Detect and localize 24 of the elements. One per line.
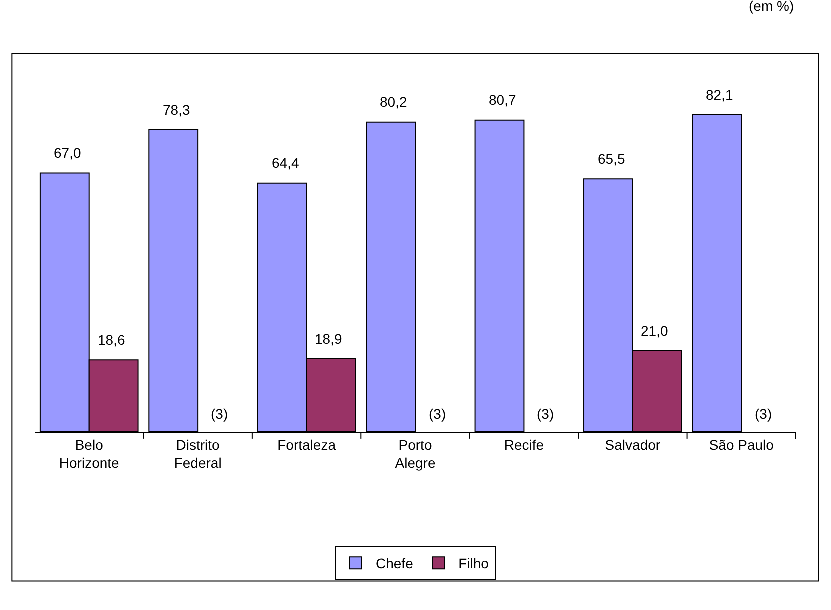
text: (3) — [211, 406, 228, 422]
legend-label: Filho — [458, 556, 490, 572]
x-tick-label: Belo Horizonte — [59, 436, 120, 471]
data-label: 64,4 — [272, 155, 300, 171]
data-label: 65,5 — [598, 151, 626, 167]
data-label: 21,0 — [641, 323, 668, 339]
text: (3) — [755, 406, 772, 422]
x-tick-label: Recife — [504, 436, 544, 453]
data-label: 18,9 — [315, 331, 342, 347]
data-label: 80,2 — [380, 94, 408, 110]
data-label: 67,0 — [54, 145, 82, 161]
data-label: 80,7 — [489, 92, 516, 108]
legend-label: Chefe — [376, 556, 414, 572]
x-tick-label: Salvador — [605, 436, 661, 453]
x-tick-label: Porto Alegre — [395, 436, 436, 471]
text: (em %) — [749, 0, 794, 14]
text: (3) — [537, 406, 554, 422]
x-tick-label: São Paulo — [709, 436, 774, 453]
text: (3) — [429, 406, 446, 422]
data-label: 78,3 — [163, 102, 190, 118]
data-label: 18,6 — [98, 332, 126, 348]
data-label: 82,1 — [706, 87, 734, 103]
x-tick-label: Distrito Federal — [174, 436, 222, 471]
x-tick-label: Fortaleza — [278, 436, 336, 453]
